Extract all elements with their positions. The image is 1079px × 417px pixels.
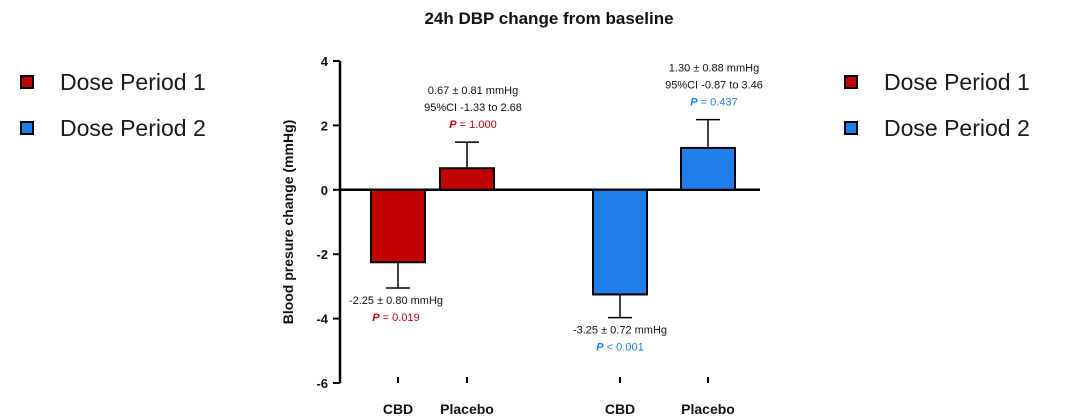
p-value: = 0.019 (380, 312, 420, 324)
annotation-ci: 95%CI -0.87 to 3.46 (665, 80, 763, 92)
y-tick-label: 2 (321, 118, 328, 133)
legend-swatch (844, 121, 858, 135)
annotation-p-value: P = 1.000 (449, 119, 496, 131)
legend-item: Dose Period 1 (20, 59, 206, 105)
p-value: = 0.437 (698, 97, 738, 109)
legend-label: Dose Period 2 (60, 114, 206, 141)
annotation-value: 1.30 ± 0.88 mmHg (669, 63, 759, 75)
bar (592, 188, 648, 296)
annotation-p-value: P = 0.019 (372, 312, 419, 324)
annotation-value: -2.25 ± 0.80 mmHg (349, 295, 443, 307)
legend-item: Dose Period 1 (844, 59, 1030, 105)
legend-item: Dose Period 2 (20, 105, 206, 151)
p-value: < 0.001 (604, 342, 644, 354)
y-axis-title: Blood presure change (mmHg) (280, 120, 296, 325)
bar (439, 167, 495, 191)
legend-label: Dose Period 1 (884, 68, 1030, 95)
p-label: P (372, 312, 380, 324)
y-tick-label: -2 (316, 247, 328, 262)
plot-area: 4 2 0 -2 -4 -6 Blood presure change (mmHg) CBD -… (280, 54, 763, 417)
legend-swatch (20, 75, 34, 89)
bar (680, 146, 736, 191)
chart-title: 24h DBP change from baseline (424, 9, 673, 28)
legend-swatch (844, 75, 858, 89)
y-tick-label: -6 (316, 376, 328, 391)
y-tick-label: -4 (316, 312, 328, 327)
annotation-value: 0.67 ± 0.81 mmHg (428, 85, 518, 97)
annotation-value: -3.25 ± 0.72 mmHg (573, 325, 667, 337)
x-category-label: Placebo (681, 401, 735, 417)
p-label: P (596, 342, 604, 354)
x-category-label: CBD (383, 401, 413, 417)
annotation-p-value: P < 0.001 (596, 342, 643, 354)
y-tick-label: 4 (321, 54, 329, 69)
legend-right: Dose Period 1 Dose Period 2 (844, 59, 1030, 151)
p-value: = 1.000 (457, 119, 497, 131)
p-label: P (690, 97, 698, 109)
legend-swatch (20, 121, 34, 135)
annotation-ci: 95%CI -1.33 to 2.68 (424, 102, 522, 114)
legend-label: Dose Period 2 (884, 114, 1030, 141)
bar (370, 188, 426, 264)
p-label: P (449, 119, 457, 131)
legend-item: Dose Period 2 (844, 105, 1030, 151)
legend-left: Dose Period 1 Dose Period 2 (20, 59, 206, 151)
annotation-p-value: P = 0.437 (690, 97, 737, 109)
x-category-label: Placebo (440, 401, 494, 417)
legend-label: Dose Period 1 (60, 68, 206, 95)
y-tick-label: 0 (321, 183, 328, 198)
x-category-label: CBD (605, 401, 635, 417)
